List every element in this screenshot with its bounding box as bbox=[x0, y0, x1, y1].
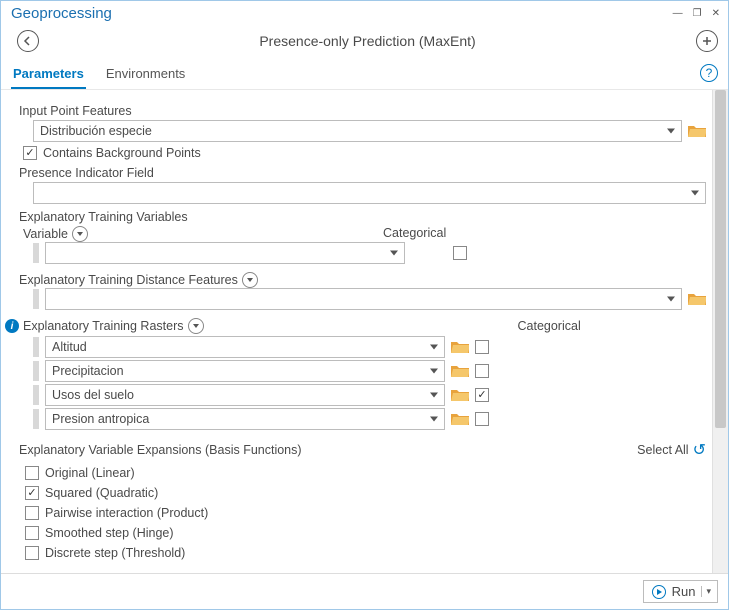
run-split-chevron[interactable]: ▾ bbox=[701, 586, 711, 597]
basis-checkbox-quadratic[interactable] bbox=[25, 486, 39, 500]
presence-dropdown[interactable] bbox=[33, 182, 706, 204]
expl-rasters-label: Explanatory Training Rasters bbox=[23, 319, 184, 333]
drag-handle[interactable] bbox=[33, 289, 39, 309]
browse-icon[interactable] bbox=[688, 124, 706, 138]
back-button[interactable] bbox=[17, 30, 39, 52]
panel-title: Geoprocessing bbox=[11, 5, 112, 22]
raster-categorical-checkbox[interactable] bbox=[475, 364, 489, 378]
raster-row: Altitud bbox=[33, 336, 706, 358]
close-icon[interactable]: ✕ bbox=[710, 6, 722, 21]
contains-bg-label: Contains Background Points bbox=[43, 146, 201, 160]
tool-title: Presence-only Prediction (MaxEnt) bbox=[39, 33, 696, 49]
help-icon[interactable]: ? bbox=[700, 64, 718, 82]
scroll-thumb[interactable] bbox=[715, 90, 726, 428]
contains-bg-checkbox[interactable] bbox=[23, 146, 37, 160]
scrollbar[interactable] bbox=[712, 90, 728, 573]
info-icon[interactable]: i bbox=[5, 319, 19, 333]
drag-handle[interactable] bbox=[33, 409, 39, 429]
footer: Run ▾ bbox=[1, 573, 728, 609]
chevron-down-icon[interactable] bbox=[72, 226, 88, 242]
parameters-panel: Input Point Features Distribución especi… bbox=[1, 90, 712, 573]
tab-parameters[interactable]: Parameters bbox=[11, 60, 86, 89]
basis-checkbox-linear[interactable] bbox=[25, 466, 39, 480]
raster-dropdown[interactable]: Usos del suelo bbox=[45, 384, 445, 406]
basis-label-quadratic: Squared (Quadratic) bbox=[45, 486, 158, 500]
raster-dropdown[interactable]: Presion antropica bbox=[45, 408, 445, 430]
presence-label: Presence Indicator Field bbox=[19, 166, 706, 180]
tab-environments[interactable]: Environments bbox=[104, 60, 187, 89]
add-button[interactable] bbox=[696, 30, 718, 52]
play-icon bbox=[652, 585, 666, 599]
browse-icon[interactable] bbox=[688, 292, 706, 306]
drag-handle[interactable] bbox=[33, 243, 39, 263]
basis-checkbox-threshold[interactable] bbox=[25, 546, 39, 560]
chevron-down-icon[interactable] bbox=[188, 318, 204, 334]
run-label: Run bbox=[672, 584, 696, 599]
title-bar: Geoprocessing — ❐ ✕ bbox=[1, 1, 728, 24]
raster-categorical-checkbox[interactable] bbox=[475, 412, 489, 426]
input-point-dropdown[interactable]: Distribución especie bbox=[33, 120, 682, 142]
categorical-label-2: Categorical bbox=[518, 319, 581, 333]
variable-categorical-checkbox[interactable] bbox=[453, 246, 467, 260]
chevron-down-icon[interactable] bbox=[242, 272, 258, 288]
raster-dropdown[interactable]: Altitud bbox=[45, 336, 445, 358]
basis-label-threshold: Discrete step (Threshold) bbox=[45, 546, 185, 560]
raster-dropdown[interactable]: Precipitacion bbox=[45, 360, 445, 382]
browse-icon[interactable] bbox=[451, 388, 469, 402]
raster-categorical-checkbox[interactable] bbox=[475, 388, 489, 402]
tab-bar: Parameters Environments ? bbox=[1, 60, 728, 90]
expl-vars-label: Explanatory Training Variables bbox=[19, 210, 706, 224]
variable-label: Variable bbox=[23, 227, 68, 241]
raster-row: Usos del suelo bbox=[33, 384, 706, 406]
browse-icon[interactable] bbox=[451, 364, 469, 378]
reset-icon[interactable]: ↺ bbox=[693, 440, 706, 460]
select-all-link[interactable]: Select All bbox=[637, 443, 688, 457]
run-button[interactable]: Run ▾ bbox=[643, 580, 718, 603]
basis-checkbox-product[interactable] bbox=[25, 506, 39, 520]
drag-handle[interactable] bbox=[33, 385, 39, 405]
dist-features-dropdown[interactable] bbox=[45, 288, 682, 310]
browse-icon[interactable] bbox=[451, 412, 469, 426]
raster-row: Presion antropica bbox=[33, 408, 706, 430]
basis-label: Explanatory Variable Expansions (Basis F… bbox=[19, 443, 302, 457]
restore-icon[interactable]: ❐ bbox=[691, 6, 704, 21]
basis-label-linear: Original (Linear) bbox=[45, 466, 135, 480]
input-point-label: Input Point Features bbox=[19, 104, 706, 118]
browse-icon[interactable] bbox=[451, 340, 469, 354]
drag-handle[interactable] bbox=[33, 361, 39, 381]
raster-row: Precipitacion bbox=[33, 360, 706, 382]
expl-dist-label: Explanatory Training Distance Features bbox=[19, 273, 238, 287]
minimize-icon[interactable]: — bbox=[671, 6, 685, 21]
basis-label-product: Pairwise interaction (Product) bbox=[45, 506, 208, 520]
categorical-label: Categorical bbox=[383, 226, 446, 240]
raster-categorical-checkbox[interactable] bbox=[475, 340, 489, 354]
basis-label-hinge: Smoothed step (Hinge) bbox=[45, 526, 174, 540]
window-controls: — ❐ ✕ bbox=[671, 6, 722, 21]
drag-handle[interactable] bbox=[33, 337, 39, 357]
toolbar: Presence-only Prediction (MaxEnt) bbox=[1, 24, 728, 60]
basis-checkbox-hinge[interactable] bbox=[25, 526, 39, 540]
variable-dropdown[interactable] bbox=[45, 242, 405, 264]
